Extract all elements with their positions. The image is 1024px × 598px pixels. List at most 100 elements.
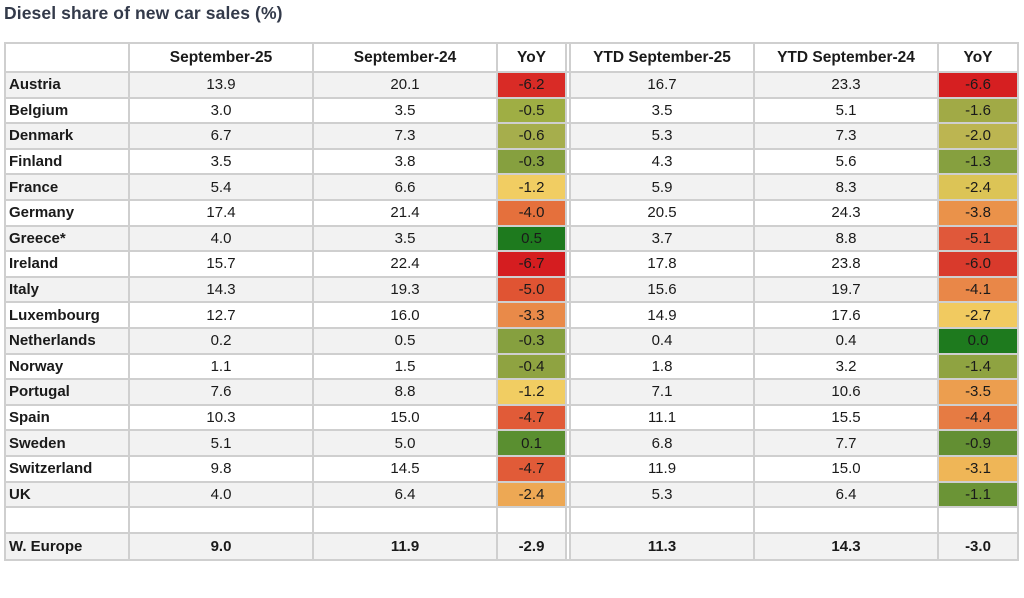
september-25-cell: 3.0: [128, 96, 314, 125]
september-25-cell: 9.8: [128, 454, 314, 483]
september-24-cell: 19.3: [312, 275, 498, 304]
yoy-month-cell: -6.2: [496, 71, 567, 99]
september-25-cell: 12.7: [128, 301, 314, 329]
september-25-cell: 13.9: [128, 71, 314, 99]
yoy-month-cell: -0.4: [496, 352, 567, 381]
ytd-september-24-cell: 7.7: [753, 429, 939, 457]
total-column-separator: [565, 531, 571, 561]
total-row: W. Europe 9.0 11.9 -2.9 11.3 14.3 -3.0: [4, 531, 1019, 561]
yoy-ytd-cell: -4.4: [937, 403, 1019, 432]
september-25-cell: 3.5: [128, 147, 314, 176]
september-25-cell: 7.6: [128, 378, 314, 406]
table-row: France 5.4 6.6 -1.2 5.9 8.3 -2.4: [4, 173, 1019, 201]
total-ytd-september-25-cell: 11.3: [569, 531, 755, 561]
empty-cell: [496, 506, 567, 534]
ytd-september-24-cell: 8.8: [753, 224, 939, 253]
total-september-24-cell: 11.9: [312, 531, 498, 561]
september-25-cell: 1.1: [128, 352, 314, 381]
ytd-september-25-cell: 5.3: [569, 480, 755, 509]
ytd-september-24-cell: 3.2: [753, 352, 939, 381]
september-25-cell: 5.4: [128, 173, 314, 201]
september-24-cell: 3.5: [312, 224, 498, 253]
header-yoy-month: YoY: [496, 42, 567, 73]
ytd-september-25-cell: 0.4: [569, 326, 755, 355]
header-september-24: September-24: [312, 42, 498, 73]
september-25-cell: 10.3: [128, 403, 314, 432]
ytd-september-25-cell: 11.9: [569, 454, 755, 483]
yoy-month-cell: -1.2: [496, 378, 567, 406]
september-24-cell: 21.4: [312, 198, 498, 227]
yoy-month-cell: -0.3: [496, 147, 567, 176]
september-24-cell: 5.0: [312, 429, 498, 457]
ytd-september-25-cell: 3.5: [569, 96, 755, 125]
yoy-month-cell: -2.4: [496, 480, 567, 509]
header-ytd-september-25: YTD September-25: [569, 42, 755, 73]
table-row: Italy 14.3 19.3 -5.0 15.6 19.7 -4.1: [4, 275, 1019, 304]
yoy-month-cell: -0.6: [496, 122, 567, 150]
table-row: Denmark 6.7 7.3 -0.6 5.3 7.3 -2.0: [4, 122, 1019, 150]
header-september-25: September-25: [128, 42, 314, 73]
country-cell: Spain: [4, 403, 130, 432]
yoy-month-cell: -6.7: [496, 250, 567, 278]
yoy-ytd-cell: -2.0: [937, 122, 1019, 150]
september-24-cell: 0.5: [312, 326, 498, 355]
yoy-month-cell: -1.2: [496, 173, 567, 201]
yoy-month-cell: -0.3: [496, 326, 567, 355]
empty-cell: [312, 506, 498, 534]
page-title: Diesel share of new car sales (%): [4, 3, 283, 23]
empty-cell: [4, 506, 130, 534]
country-cell: France: [4, 173, 130, 201]
september-24-cell: 20.1: [312, 71, 498, 99]
yoy-ytd-cell: -6.6: [937, 71, 1019, 99]
september-25-cell: 4.0: [128, 224, 314, 253]
september-24-cell: 8.8: [312, 378, 498, 406]
september-25-cell: 4.0: [128, 480, 314, 509]
country-cell: Luxembourg: [4, 301, 130, 329]
september-24-cell: 7.3: [312, 122, 498, 150]
september-24-cell: 22.4: [312, 250, 498, 278]
september-25-cell: 5.1: [128, 429, 314, 457]
table-row: Ireland 15.7 22.4 -6.7 17.8 23.8 -6.0: [4, 250, 1019, 278]
yoy-ytd-cell: -3.8: [937, 198, 1019, 227]
table-row: Switzerland 9.8 14.5 -4.7 11.9 15.0 -3.1: [4, 454, 1019, 483]
september-25-cell: 15.7: [128, 250, 314, 278]
table-row: Luxembourg 12.7 16.0 -3.3 14.9 17.6 -2.7: [4, 301, 1019, 329]
empty-cell: [128, 506, 314, 534]
country-cell: Finland: [4, 147, 130, 176]
table-row: Germany 17.4 21.4 -4.0 20.5 24.3 -3.8: [4, 198, 1019, 227]
yoy-ytd-cell: -3.1: [937, 454, 1019, 483]
yoy-ytd-cell: -4.1: [937, 275, 1019, 304]
september-24-cell: 16.0: [312, 301, 498, 329]
table-row: Sweden 5.1 5.0 0.1 6.8 7.7 -0.9: [4, 429, 1019, 457]
table-row: UK 4.0 6.4 -2.4 5.3 6.4 -1.1: [4, 480, 1019, 509]
ytd-september-24-cell: 8.3: [753, 173, 939, 201]
ytd-september-25-cell: 15.6: [569, 275, 755, 304]
country-cell: Netherlands: [4, 326, 130, 355]
ytd-september-24-cell: 10.6: [753, 378, 939, 406]
ytd-september-24-cell: 24.3: [753, 198, 939, 227]
september-24-cell: 14.5: [312, 454, 498, 483]
diesel-share-table: September-25 September-24 YoY YTD Septem…: [4, 42, 1019, 561]
table-row: Belgium 3.0 3.5 -0.5 3.5 5.1 -1.6: [4, 96, 1019, 125]
ytd-september-25-cell: 5.9: [569, 173, 755, 201]
table-row: Portugal 7.6 8.8 -1.2 7.1 10.6 -3.5: [4, 378, 1019, 406]
yoy-month-cell: 0.5: [496, 224, 567, 253]
table-row: Norway 1.1 1.5 -0.4 1.8 3.2 -1.4: [4, 352, 1019, 381]
yoy-month-cell: -3.3: [496, 301, 567, 329]
table-row: Greece* 4.0 3.5 0.5 3.7 8.8 -5.1: [4, 224, 1019, 253]
yoy-ytd-cell: -6.0: [937, 250, 1019, 278]
total-september-25-cell: 9.0: [128, 531, 314, 561]
september-24-cell: 1.5: [312, 352, 498, 381]
column-separator: [565, 42, 571, 73]
total-yoy-month-cell: -2.9: [496, 531, 567, 561]
header-yoy-ytd: YoY: [937, 42, 1019, 73]
yoy-month-cell: -4.0: [496, 198, 567, 227]
yoy-ytd-cell: -1.4: [937, 352, 1019, 381]
ytd-september-25-cell: 3.7: [569, 224, 755, 253]
table-row: Finland 3.5 3.8 -0.3 4.3 5.6 -1.3: [4, 147, 1019, 176]
ytd-september-24-cell: 17.6: [753, 301, 939, 329]
ytd-september-25-cell: 4.3: [569, 147, 755, 176]
ytd-september-25-cell: 14.9: [569, 301, 755, 329]
total-ytd-september-24-cell: 14.3: [753, 531, 939, 561]
country-cell: Norway: [4, 352, 130, 381]
